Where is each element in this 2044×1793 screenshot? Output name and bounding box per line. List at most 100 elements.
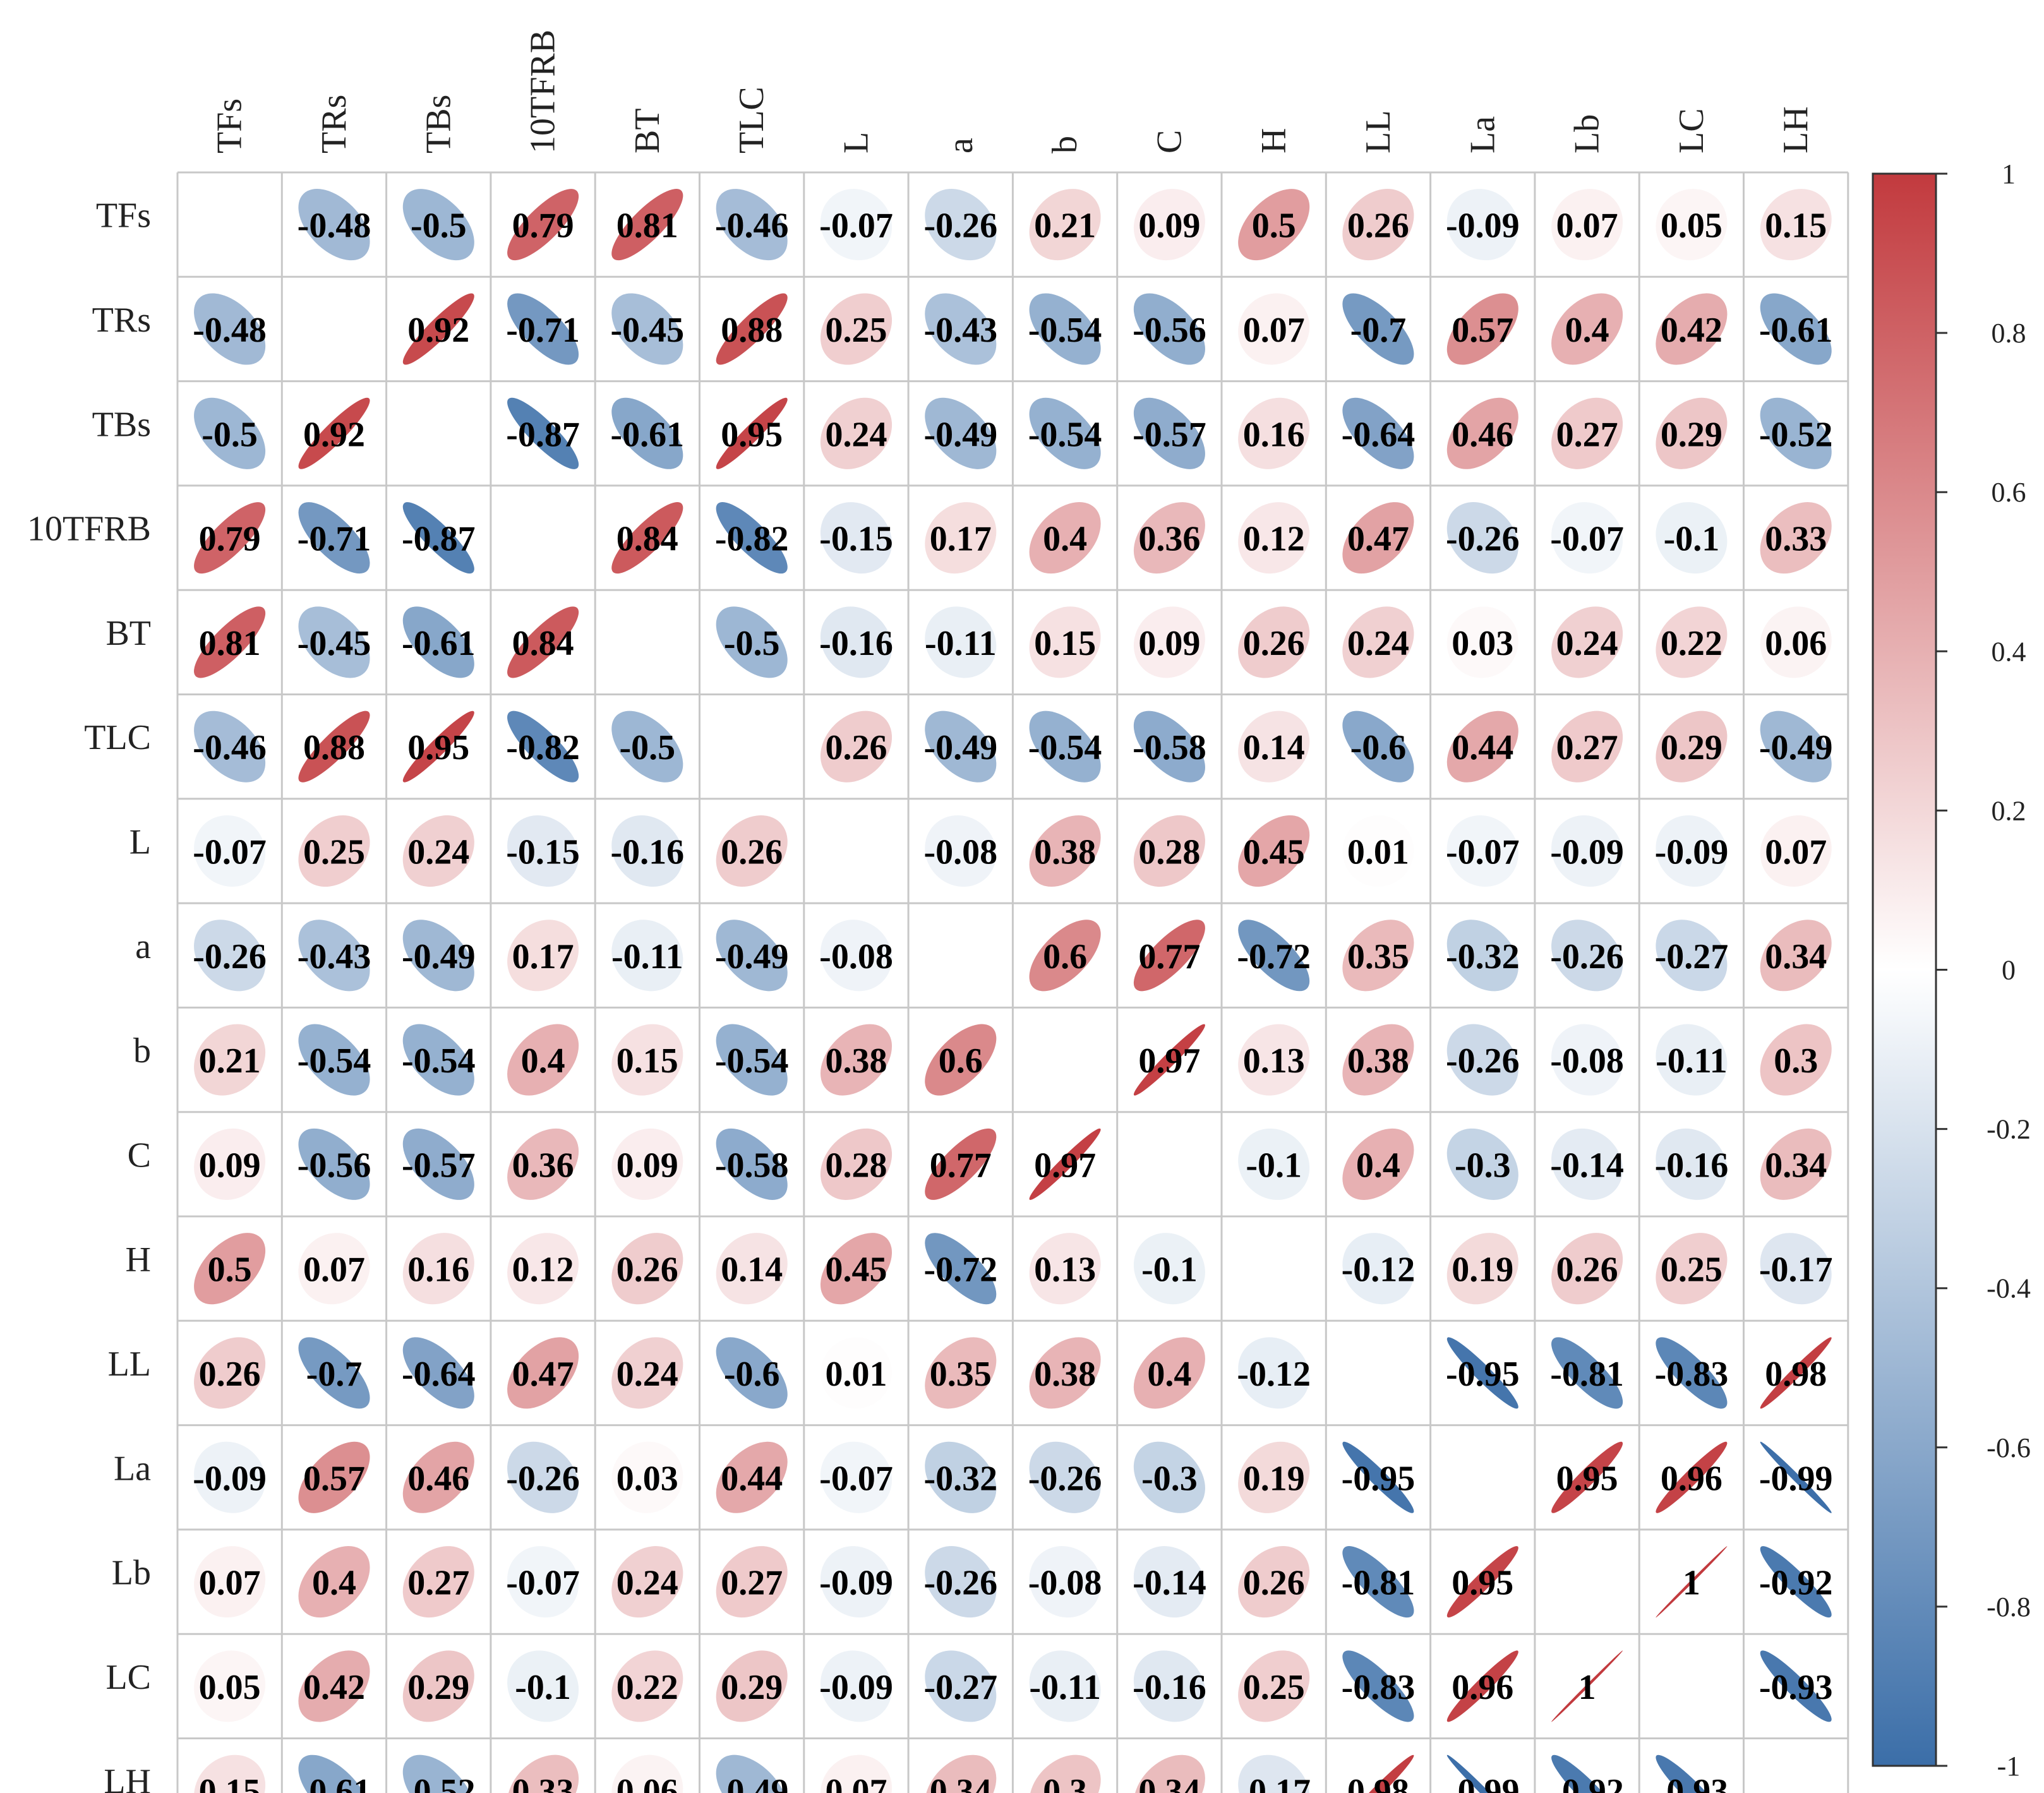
correlation-ellipse-LC-TLC — [716, 1650, 788, 1722]
correlation-ellipse-C-TRs — [298, 1128, 370, 1200]
correlation-value-TBs-TRs: 0.92 — [303, 415, 365, 454]
correlation-ellipse-LC-b — [1029, 1650, 1101, 1722]
correlation-value-TLC-LC: 0.29 — [1661, 728, 1722, 767]
correlation-value-BT-TLC: -0.5 — [724, 624, 780, 663]
correlation-ellipse-TBs-a — [925, 397, 997, 469]
column-label-La: La — [1463, 116, 1502, 153]
correlation-value-LC-LH: -0.93 — [1759, 1668, 1833, 1707]
correlation-ellipse-10TFRB-La — [1446, 502, 1518, 574]
correlation-value-BT-a: -0.11 — [925, 624, 997, 663]
correlation-value-La-L: -0.07 — [819, 1459, 893, 1498]
correlation-ellipse-La-C — [1133, 1441, 1205, 1513]
colorbar-tick-label: 0 — [2002, 955, 2016, 986]
correlation-value-a-H: -0.72 — [1237, 937, 1311, 976]
correlation-ellipse-LL-TFs — [194, 1337, 266, 1409]
correlation-ellipse-TLC-L — [820, 711, 893, 783]
correlation-value-TBs-a: -0.49 — [923, 415, 997, 454]
correlation-ellipse-L-LH — [1760, 815, 1832, 887]
correlation-ellipse-LC-La — [1446, 1650, 1518, 1722]
correlation-value-a-BT: -0.11 — [611, 937, 683, 976]
correlation-value-LL-BT: 0.24 — [616, 1355, 678, 1394]
correlation-value-BT-LL: 0.24 — [1347, 624, 1409, 663]
correlation-ellipse-b-C — [1133, 1024, 1205, 1096]
correlation-value-TLC-H: 0.14 — [1243, 728, 1305, 767]
correlation-ellipse-LL-H — [1238, 1337, 1310, 1409]
correlation-value-LC-TBs: 0.29 — [407, 1668, 469, 1707]
correlation-ellipse-L-TRs — [298, 815, 370, 887]
correlation-ellipse-L-C — [1133, 815, 1205, 887]
correlation-value-H-La: 0.19 — [1452, 1250, 1513, 1290]
correlation-value-LH-BT: 0.06 — [616, 1772, 678, 1793]
correlation-ellipse-Lb-C — [1133, 1546, 1205, 1618]
correlation-ellipse-a-Lb — [1551, 920, 1623, 992]
correlation-value-H-10TFRB: 0.12 — [512, 1250, 574, 1290]
correlation-ellipse-TRs-TBs — [402, 293, 474, 365]
correlation-ellipse-LC-L — [820, 1650, 893, 1722]
correlation-ellipse-LH-a — [925, 1754, 997, 1793]
correlation-value-TBs-10TFRB: -0.87 — [506, 415, 580, 454]
correlation-ellipse-H-TLC — [716, 1233, 788, 1305]
correlation-value-TRs-H: 0.07 — [1243, 311, 1305, 350]
correlation-value-TRs-La: 0.57 — [1452, 311, 1513, 350]
correlation-value-LC-C: -0.16 — [1133, 1668, 1206, 1707]
colorbar-tick-label: -0.4 — [1987, 1273, 2031, 1304]
column-label-TBs: TBs — [419, 95, 458, 153]
correlation-ellipse-LH-TRs — [298, 1754, 370, 1793]
correlation-ellipse-LC-10TFRB — [507, 1650, 579, 1722]
correlation-ellipse-La-TRs — [298, 1441, 370, 1513]
correlation-ellipse-LC-BT — [611, 1650, 683, 1722]
correlation-value-Lb-H: 0.26 — [1243, 1564, 1305, 1603]
correlation-value-a-b: 0.6 — [1043, 937, 1087, 976]
correlation-ellipse-C-10TFRB — [507, 1128, 579, 1200]
correlation-value-TFs-TRs: -0.48 — [298, 207, 371, 246]
correlation-value-b-TRs: -0.54 — [298, 1041, 371, 1081]
correlation-ellipse-La-TBs — [402, 1441, 474, 1513]
column-label-LC: LC — [1672, 108, 1711, 153]
correlation-ellipse-C-La — [1446, 1128, 1518, 1200]
correlation-ellipse-H-10TFRB — [507, 1233, 579, 1305]
correlation-value-LC-La: 0.96 — [1452, 1668, 1513, 1707]
correlation-ellipse-C-TBs — [402, 1128, 474, 1200]
correlation-value-H-TRs: 0.07 — [303, 1250, 365, 1290]
correlation-value-C-Lb: -0.14 — [1550, 1146, 1624, 1185]
correlation-ellipse-TLC-10TFRB — [507, 711, 579, 783]
correlation-ellipse-BT-La — [1446, 606, 1518, 678]
correlation-value-H-BT: 0.26 — [616, 1250, 678, 1290]
correlation-value-a-Lb: -0.26 — [1550, 937, 1624, 976]
correlation-ellipse-LL-Lb — [1551, 1337, 1623, 1409]
correlation-value-a-TBs: -0.49 — [402, 937, 476, 976]
correlation-value-C-LH: 0.34 — [1765, 1146, 1827, 1185]
correlation-value-TBs-Lb: 0.27 — [1556, 415, 1618, 454]
correlation-ellipse-BT-LH — [1760, 606, 1832, 678]
correlation-value-10TFRB-TLC: -0.82 — [715, 520, 789, 559]
correlation-value-TRs-LL: -0.7 — [1350, 311, 1407, 350]
correlation-value-L-TRs: 0.25 — [303, 833, 365, 872]
correlation-ellipse-L-a — [925, 815, 997, 887]
correlation-value-LL-a: 0.35 — [930, 1355, 992, 1394]
correlation-value-LC-TRs: 0.42 — [303, 1668, 365, 1707]
correlation-ellipse-b-La — [1446, 1024, 1518, 1096]
correlation-value-La-LL: -0.95 — [1342, 1459, 1416, 1498]
correlation-ellipse-H-a — [925, 1233, 997, 1305]
correlation-value-TLC-b: -0.54 — [1028, 728, 1102, 767]
correlation-ellipse-BT-b — [1029, 606, 1101, 678]
column-label-a: a — [941, 138, 980, 153]
correlation-value-b-H: 0.13 — [1243, 1041, 1305, 1081]
correlation-value-LH-10TFRB: 0.33 — [512, 1772, 574, 1793]
correlation-ellipse-TLC-H — [1238, 711, 1310, 783]
correlation-ellipse-La-TFs — [194, 1441, 266, 1513]
correlation-ellipse-TFs-LL — [1342, 189, 1414, 261]
correlation-value-b-TLC: -0.54 — [715, 1041, 789, 1081]
correlation-ellipse-LC-TFs — [194, 1650, 266, 1722]
correlation-ellipse-b-TLC — [716, 1024, 788, 1096]
correlation-ellipse-C-Lb — [1551, 1128, 1623, 1200]
correlation-value-TFs-TLC: -0.46 — [715, 207, 789, 246]
correlation-ellipse-LH-L — [820, 1754, 893, 1793]
correlation-value-a-TFs: -0.26 — [193, 937, 267, 976]
correlation-ellipse-L-H — [1238, 815, 1310, 887]
correlation-value-LH-L: 0.07 — [826, 1772, 887, 1793]
correlation-ellipse-TRs-TLC — [716, 293, 788, 365]
correlation-value-b-LL: 0.38 — [1347, 1041, 1409, 1081]
correlation-value-BT-La: 0.03 — [1452, 624, 1513, 663]
correlation-value-LL-Lb: -0.81 — [1550, 1355, 1624, 1394]
